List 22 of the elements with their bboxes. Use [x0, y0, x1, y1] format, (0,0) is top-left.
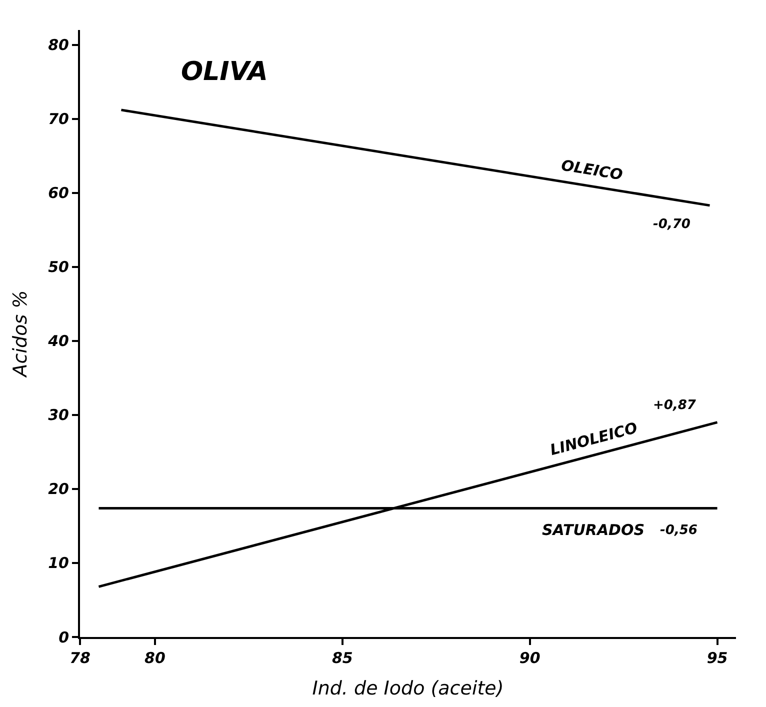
- x-tick-label: 78: [70, 649, 90, 667]
- y-tick-label: 70: [48, 110, 69, 128]
- text: OLIVA: [181, 57, 268, 87]
- x-axis-title: Ind. de Iodo (aceite): [312, 677, 504, 700]
- annotation: -0,56: [660, 523, 698, 538]
- text: OLEICO: [560, 156, 624, 184]
- y-tick-label: 50: [48, 258, 69, 276]
- series-label: SATURADOS: [542, 521, 645, 539]
- annotation: +0,87: [653, 398, 697, 413]
- annotation: -0,70: [653, 217, 690, 232]
- x-tick-label: 80: [144, 649, 166, 667]
- y-tick-label: 80: [48, 36, 69, 54]
- y-axis-title: Acidos %: [9, 290, 32, 379]
- y-tick-label: 20: [48, 480, 69, 498]
- y-tick-label: 0: [58, 628, 69, 646]
- y-tick-label: 60: [48, 184, 69, 202]
- x-tick-label: 90: [519, 649, 540, 667]
- y-tick-label: 10: [48, 554, 69, 572]
- x-tick-label: 95: [706, 649, 728, 667]
- y-tick-label: 30: [48, 406, 69, 424]
- x-tick-label: 85: [332, 649, 353, 667]
- y-tick-label: 40: [47, 332, 69, 350]
